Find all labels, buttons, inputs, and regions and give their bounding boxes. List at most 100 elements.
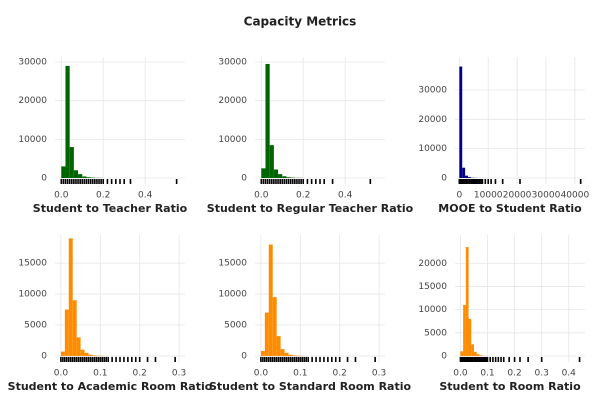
bar xyxy=(465,247,469,356)
y-tick-label: 20000 xyxy=(418,115,447,125)
y-tick-label: 15000 xyxy=(18,259,47,269)
y-tick-label: 15000 xyxy=(218,259,247,269)
y-tick-label: 0 xyxy=(41,351,47,361)
bar xyxy=(288,354,293,356)
x-tick-label: 0.3 xyxy=(172,369,186,379)
bar xyxy=(286,177,291,179)
x-tick-label: 0.1 xyxy=(293,369,307,379)
x-tick-label: 0.0 xyxy=(453,369,468,379)
y-tick-label: 30000 xyxy=(418,85,447,95)
bar xyxy=(260,350,265,356)
bar xyxy=(278,174,283,179)
y-tick-label: 0 xyxy=(441,351,447,361)
x-tick-label: 0.0 xyxy=(254,191,269,201)
bar xyxy=(78,174,83,179)
bar xyxy=(471,344,474,356)
y-tick-label: 10000 xyxy=(218,135,247,145)
y-tick-label: 0 xyxy=(441,173,447,183)
x-axis-label: Student to Teacher Ratio xyxy=(33,202,188,215)
bar xyxy=(80,349,85,356)
bar xyxy=(72,300,77,356)
x-axis-label: Student to Room Ratio xyxy=(439,380,581,393)
bar xyxy=(272,297,277,356)
x-tick-label: 0.2 xyxy=(333,369,347,379)
y-tick-label: 30000 xyxy=(218,58,247,68)
y-tick-label: 10000 xyxy=(218,290,247,300)
x-tick-label: 0.4 xyxy=(138,191,153,201)
bar xyxy=(265,63,270,179)
x-tick-label: 10000 xyxy=(474,191,503,201)
y-tick-label: 0 xyxy=(41,174,47,184)
y-tick-label: 0 xyxy=(241,174,247,184)
bar xyxy=(468,318,472,356)
y-tick-label: 10000 xyxy=(18,290,47,300)
bar xyxy=(280,349,285,356)
x-tick-label: 20000 xyxy=(503,191,532,201)
y-tick-label: 20000 xyxy=(218,96,247,106)
bar xyxy=(88,354,93,356)
bar xyxy=(476,354,480,356)
bar xyxy=(64,309,69,356)
bar xyxy=(473,351,477,356)
y-tick-label: 30000 xyxy=(18,58,47,68)
y-tick-label: 10000 xyxy=(418,144,447,154)
x-tick-label: 0.3 xyxy=(372,369,386,379)
bar xyxy=(459,66,463,178)
x-axis-label: MOOE to Student Ratio xyxy=(438,202,582,215)
bar xyxy=(65,65,70,179)
x-tick-label: 0.0 xyxy=(254,369,269,379)
x-tick-label: 0.4 xyxy=(338,191,353,201)
x-tick-label: 0.2 xyxy=(133,369,147,379)
x-tick-label: 0.3 xyxy=(535,369,549,379)
x-tick-label: 0.2 xyxy=(296,191,310,201)
y-tick-label: 10000 xyxy=(18,135,47,145)
x-tick-label: 0.2 xyxy=(507,369,521,379)
bar xyxy=(92,355,97,356)
y-tick-label: 20000 xyxy=(418,259,447,269)
x-tick-label: 0.4 xyxy=(562,369,577,379)
x-tick-label: 0.2 xyxy=(96,191,110,201)
bar xyxy=(273,169,279,179)
bar xyxy=(264,312,269,356)
bar xyxy=(68,238,73,356)
x-tick-label: 0.1 xyxy=(480,369,494,379)
bar xyxy=(463,304,466,356)
bar xyxy=(269,145,274,179)
y-tick-label: 5000 xyxy=(24,321,47,331)
y-tick-label: 0 xyxy=(241,351,247,361)
x-axis-label: Student to Academic Room Ratio xyxy=(8,380,213,393)
bar xyxy=(61,166,66,179)
chart-title: Capacity Metrics xyxy=(244,15,357,29)
x-tick-label: 30000 xyxy=(532,191,561,201)
x-axis-label: Student to Regular Teacher Ratio xyxy=(207,202,414,215)
bar xyxy=(76,337,81,356)
bar xyxy=(276,336,281,356)
bar xyxy=(60,351,65,356)
y-tick-label: 10000 xyxy=(418,305,447,315)
bar xyxy=(292,355,297,356)
bar xyxy=(86,177,91,179)
y-tick-label: 20000 xyxy=(18,96,47,106)
y-tick-label: 5000 xyxy=(224,321,247,331)
bar xyxy=(460,351,464,356)
bar xyxy=(282,176,287,179)
bar xyxy=(73,170,79,179)
y-tick-label: 5000 xyxy=(424,328,447,338)
x-tick-label: 0.0 xyxy=(54,369,69,379)
x-tick-label: 0.1 xyxy=(93,369,107,379)
bar xyxy=(261,168,266,179)
bar xyxy=(69,147,74,179)
bar xyxy=(284,352,289,356)
bar xyxy=(268,244,273,356)
x-tick-label: 40000 xyxy=(561,191,590,201)
bar xyxy=(468,177,471,178)
bar xyxy=(462,167,466,178)
x-tick-label: 0.0 xyxy=(54,191,69,201)
y-tick-label: 15000 xyxy=(418,282,447,292)
bar xyxy=(465,175,468,178)
x-tick-label: 0 xyxy=(456,191,462,201)
x-axis-label: Student to Standard Room Ratio xyxy=(209,380,412,393)
bar xyxy=(479,355,483,356)
bar xyxy=(82,176,87,179)
